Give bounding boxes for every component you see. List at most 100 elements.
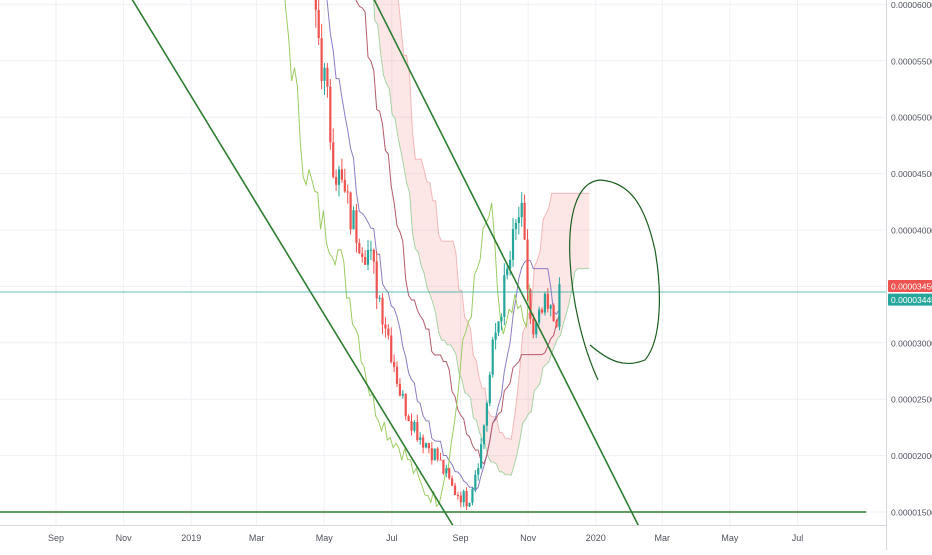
y-tick-label: 0.00001500: [891, 508, 932, 518]
base-line: [355, 0, 560, 465]
candle-body: [320, 38, 323, 81]
price-tag: [888, 293, 932, 306]
candle-body: [424, 443, 428, 448]
candle-body: [393, 361, 396, 367]
hand-drawn-circle[interactable]: [569, 179, 660, 381]
candle-body: [535, 322, 538, 335]
candle-body: [511, 229, 515, 260]
annotations[interactable]: [569, 179, 660, 381]
candle-body: [474, 474, 477, 489]
candle-body: [422, 437, 425, 448]
candle-body: [555, 321, 558, 327]
x-tick-label: Sep: [48, 533, 64, 543]
y-tick-label: 0.00005000: [891, 113, 932, 123]
y-tick-label: 0.00004500: [891, 169, 932, 179]
candle-body: [430, 448, 433, 461]
y-tick-label: 0.00003000: [891, 338, 932, 348]
candle-body: [509, 259, 512, 269]
x-tick-label: May: [316, 533, 334, 543]
candle-body: [404, 393, 407, 417]
candle-body: [413, 422, 416, 431]
candle-body: [543, 293, 547, 313]
candle-body: [352, 210, 355, 230]
candle-body: [317, 9, 320, 39]
candle-body: [491, 339, 494, 375]
candle-body: [346, 191, 349, 193]
x-tick-label: Jul: [386, 533, 398, 543]
candle-body: [372, 249, 375, 262]
candle-body: [448, 468, 451, 479]
candle-body: [358, 242, 361, 254]
candle-body: [433, 448, 436, 461]
x-tick-label: Nov: [116, 533, 133, 543]
candle-body: [427, 443, 431, 449]
candle-body: [517, 217, 520, 223]
x-tick-label: 2020: [586, 533, 606, 543]
candle-body: [459, 495, 462, 503]
x-tick-label: Sep: [453, 533, 469, 543]
x-tick-label: Mar: [655, 533, 671, 543]
ichimoku-lines: [284, 0, 560, 508]
candle-body: [361, 253, 364, 258]
time-axis-bg: [0, 525, 886, 550]
cloud-span-a: [397, 0, 590, 441]
candle-body: [503, 275, 506, 317]
candle-body: [375, 261, 378, 299]
candle-body: [337, 169, 341, 185]
candle-body: [558, 284, 561, 327]
candle-body: [549, 305, 552, 309]
candle-body: [445, 468, 448, 474]
price-axis-bg: [886, 0, 932, 550]
candle-body: [462, 491, 465, 503]
lower-trendline[interactable]: [0, 0, 456, 530]
candle-body: [465, 491, 468, 507]
candle-body: [488, 374, 491, 404]
price-tag: [888, 280, 932, 293]
ichimoku-cloud: [373, 0, 590, 476]
price-tag-label: 0.00003450: [891, 282, 932, 292]
price-tag-label: 0.00003445: [891, 295, 932, 305]
candle-body: [332, 142, 335, 177]
candle-body: [384, 324, 387, 329]
candle-body: [436, 448, 439, 460]
candle-body: [485, 403, 489, 426]
candle-body: [523, 202, 526, 240]
y-tick-label: 0.00006000: [891, 0, 932, 10]
lagging-span: [284, 0, 530, 508]
x-tick-label: Jul: [792, 533, 804, 543]
candle-body: [381, 297, 384, 325]
upper-trendline[interactable]: [116, 0, 641, 530]
candle-body: [407, 416, 410, 422]
candle-body: [335, 176, 338, 185]
candle-body: [546, 293, 549, 309]
conversion-line: [326, 0, 560, 492]
candle-body: [514, 222, 518, 230]
candle-body: [329, 86, 332, 143]
candle-body: [471, 488, 474, 503]
candle-body: [387, 328, 390, 336]
x-tick-label: 2019: [181, 533, 201, 543]
candle-body: [416, 422, 419, 441]
price-axis[interactable]: 0.00001500 0.00002000 0.00002500 0.00003000…: [886, 0, 932, 550]
candle-body: [506, 268, 509, 276]
x-tick-label: May: [721, 533, 739, 543]
candle-body: [494, 332, 497, 340]
time-axis[interactable]: Sep Nov 2019 Mar May Jul Sep Nov 2020 Mar May Jul: [0, 525, 886, 550]
candle-body: [439, 459, 442, 461]
candle-body: [410, 421, 413, 431]
y-tick-label: 0.00002500: [891, 395, 932, 405]
candle-body: [349, 192, 352, 230]
cloud-span-b: [373, 0, 590, 476]
candle-body: [378, 297, 381, 299]
candle-body: [520, 202, 523, 218]
y-tick-label: 0.00002000: [891, 451, 932, 461]
y-tick-label: 0.00004000: [891, 226, 932, 236]
candle-body: [500, 316, 503, 322]
candle-body: [340, 169, 344, 180]
candle-body: [364, 257, 367, 265]
candle-body: [442, 459, 445, 474]
y-tick-label: 0.00005500: [891, 56, 932, 66]
trend-lines[interactable]: [0, 0, 886, 530]
